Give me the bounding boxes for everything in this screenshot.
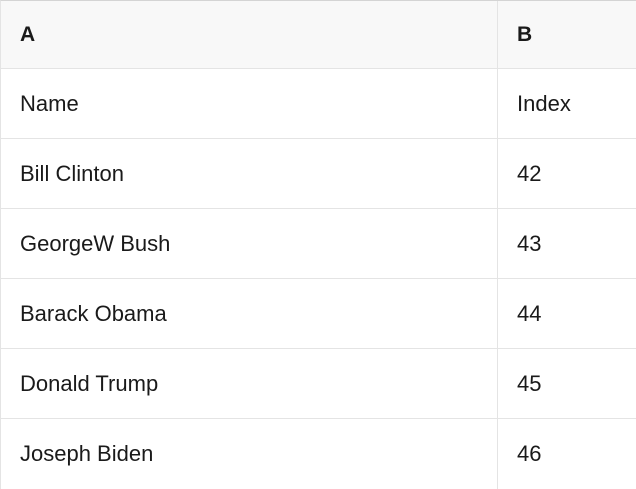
cell-name[interactable]: Joseph Biden: [1, 419, 498, 489]
cell-index[interactable]: 42: [498, 139, 636, 208]
cell-index-text: 45: [517, 370, 542, 396]
cell-name-text: Donald Trump: [20, 370, 159, 396]
cell-name[interactable]: GeorgeW Bush: [1, 209, 498, 278]
cell-index[interactable]: 46: [498, 419, 636, 489]
cell-index-text: 43: [517, 230, 542, 256]
cell-index[interactable]: 43: [498, 209, 636, 278]
table-row: Barack Obama 44: [1, 279, 636, 349]
table-row: GeorgeW Bush 43: [1, 209, 636, 279]
table-row: Joseph Biden 46: [1, 419, 636, 489]
cell-name-text: Bill Clinton: [20, 160, 124, 186]
cell-name[interactable]: Barack Obama: [1, 279, 498, 348]
table-row: Bill Clinton 42: [1, 139, 636, 209]
cell-index-text: Index: [517, 90, 571, 116]
cell-name-text: Name: [20, 90, 79, 116]
cell-index[interactable]: 45: [498, 349, 636, 418]
cell-index[interactable]: Index: [498, 69, 636, 138]
cell-name-text: GeorgeW Bush: [20, 230, 171, 256]
column-header-a-label: A: [20, 23, 36, 46]
cell-index-text: 42: [517, 160, 542, 186]
cell-name[interactable]: Name: [1, 69, 498, 138]
column-header-row: A B: [1, 1, 636, 69]
table-row: Donald Trump 45: [1, 349, 636, 419]
cell-index[interactable]: 44: [498, 279, 636, 348]
column-header-b-label: B: [517, 23, 533, 46]
column-header-b[interactable]: B: [498, 1, 636, 68]
cell-name-text: Joseph Biden: [20, 441, 154, 466]
table-row: Name Index: [1, 69, 636, 139]
cell-index-text: 44: [517, 300, 542, 326]
column-header-a[interactable]: A: [1, 1, 498, 68]
cell-index-text: 46: [517, 441, 542, 466]
cell-name[interactable]: Bill Clinton: [1, 139, 498, 208]
cell-name-text: Barack Obama: [20, 300, 167, 326]
cell-name[interactable]: Donald Trump: [1, 349, 498, 418]
